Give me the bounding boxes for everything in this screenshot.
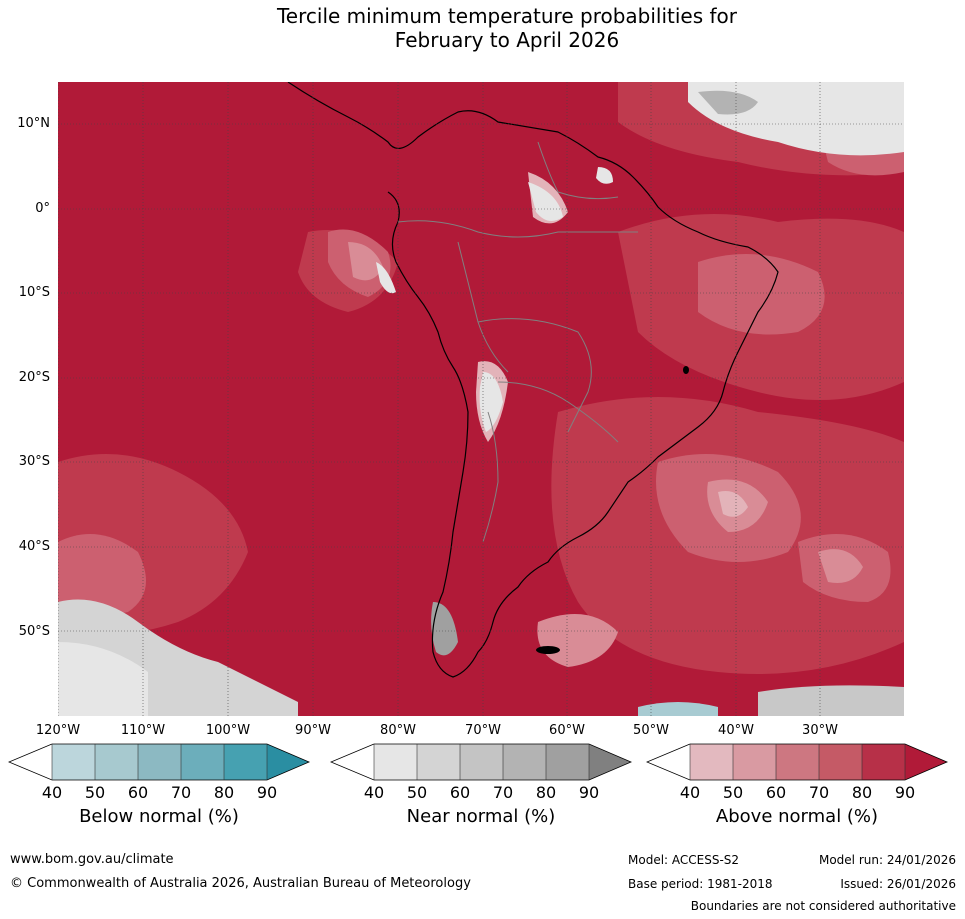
- colorbar-swatch: [776, 744, 819, 780]
- colorbar-swatch: [374, 744, 417, 780]
- model-run-text: Model run: 24/01/2026: [818, 853, 956, 867]
- lat-label: 40°S: [18, 539, 50, 554]
- colorbar-near-normal-swatches: [329, 743, 633, 781]
- colorbar-swatch: [52, 744, 95, 780]
- colorbar-swatch: [503, 744, 546, 780]
- colorbar-swatch: [690, 744, 733, 780]
- graticule: [58, 82, 904, 716]
- lat-label: 10°N: [17, 116, 50, 131]
- falklands-islands: [536, 646, 560, 654]
- lon-label: 100°W: [205, 723, 251, 738]
- colorbar-tick: 60: [449, 783, 471, 802]
- colorbar-tick: 40: [363, 783, 385, 802]
- colorbar-swatch: [224, 744, 267, 780]
- colorbar-tick: 80: [851, 783, 873, 802]
- colorbar-near-title: Near normal (%): [406, 806, 556, 827]
- colorbar-tick: 60: [765, 783, 787, 802]
- lon-label: 110°W: [120, 723, 166, 738]
- colorbar-swatch: [647, 744, 690, 780]
- colorbar-swatch: [819, 744, 862, 780]
- colorbar-tick: 70: [492, 783, 514, 802]
- colorbar-below-title: Below normal (%): [79, 806, 239, 827]
- colorbar-tick: 90: [894, 783, 916, 802]
- colorbar-swatch: [181, 744, 224, 780]
- copyright-text: © Commonwealth of Australia 2026, Austra…: [10, 876, 471, 891]
- colorbar-below-normal-swatches: [7, 743, 311, 781]
- colorbar-tick: 50: [84, 783, 106, 802]
- colorbar-above-normal: 40 50 60 70 80 90: [645, 742, 949, 802]
- colorbar-swatch: [733, 744, 776, 780]
- colorbar-near-normal: 40 50 60 70 80 90: [329, 742, 633, 802]
- colorbar-swatch: [589, 744, 631, 780]
- model-text: Model: ACCESS-S2: [628, 853, 740, 867]
- coastline-south-america: [287, 82, 779, 678]
- colorbar-swatch: [417, 744, 460, 780]
- colorbar-above-normal-swatches: [645, 743, 949, 781]
- colorbar-swatch: [138, 744, 181, 780]
- colorbar-tick: 90: [256, 783, 278, 802]
- colorbar-tick: 50: [406, 783, 428, 802]
- base-period-text: Base period: 1981-2018: [628, 877, 773, 891]
- colorbar-above-title: Above normal (%): [715, 806, 879, 827]
- colorbar-tick: 40: [41, 783, 63, 802]
- lon-label: 50°W: [633, 723, 669, 738]
- lon-label: 90°W: [295, 723, 331, 738]
- colorbar-tick: 60: [127, 783, 149, 802]
- near-normal-patches: [58, 82, 904, 716]
- lon-label: 30°W: [802, 723, 838, 738]
- colorbar-swatch: [267, 744, 309, 780]
- colorbar-swatch: [905, 744, 947, 780]
- lon-label: 80°W: [380, 723, 416, 738]
- colorbar-tick: 90: [578, 783, 600, 802]
- lat-label: 20°S: [18, 370, 50, 385]
- issued-text: Issued: 26/01/2026: [840, 877, 956, 891]
- chart-title: Tercile minimum temperature probabilitie…: [0, 4, 965, 52]
- colorbar-below-normal: 40 50 60 70 80 90: [7, 742, 311, 802]
- colorbar-tick: 50: [722, 783, 744, 802]
- colorbar-swatch: [460, 744, 503, 780]
- lon-label: 120°W: [35, 723, 81, 738]
- title-line-2: February to April 2026: [394, 28, 620, 52]
- colorbar-swatch: [9, 744, 52, 780]
- map-canvas: [58, 82, 904, 716]
- lat-label: 10°S: [18, 285, 50, 300]
- colorbar-swatch: [95, 744, 138, 780]
- colorbar-tick: 80: [535, 783, 557, 802]
- lon-label: 60°W: [549, 723, 585, 738]
- probability-map: [58, 82, 904, 716]
- lat-label: 30°S: [18, 454, 50, 469]
- colorbar-tick: 70: [808, 783, 830, 802]
- lon-label: 70°W: [465, 723, 501, 738]
- country-borders: [397, 141, 638, 543]
- disclaimer-text: Boundaries are not considered authoritat…: [690, 899, 956, 913]
- website-link[interactable]: www.bom.gov.au/climate: [10, 852, 174, 867]
- lon-label: 40°W: [718, 723, 754, 738]
- colorbar-swatch: [546, 744, 589, 780]
- lat-label: 0°: [35, 201, 50, 216]
- colorbar-swatch: [862, 744, 905, 780]
- title-line-1: Tercile minimum temperature probabilitie…: [276, 4, 738, 28]
- colorbar-tick: 70: [170, 783, 192, 802]
- lat-label: 50°S: [18, 624, 50, 639]
- colorbar-tick: 40: [679, 783, 701, 802]
- colorbar-tick: 80: [213, 783, 235, 802]
- reservoir-mark: [683, 366, 689, 374]
- colorbar-swatch: [331, 744, 374, 780]
